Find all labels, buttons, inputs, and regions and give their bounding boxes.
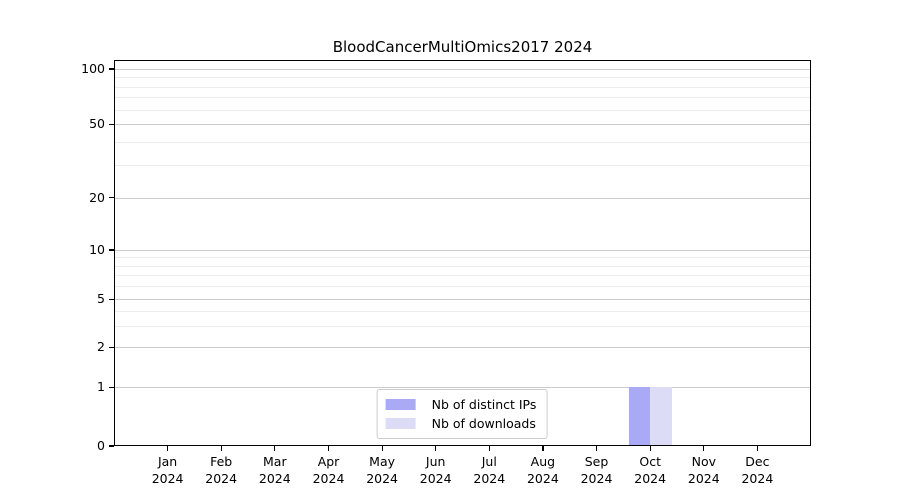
plot-area [114,60,811,446]
x-label-year: 2024 [312,471,345,486]
gridline-minor [114,275,811,277]
x-label-month: Jun [425,454,446,469]
gridline-minor [114,326,811,327]
x-label-month: Feb [210,454,233,469]
x-label-month: Mar [263,454,287,469]
gridline-major [114,124,811,126]
gridline-major [114,347,811,349]
gridline-minor [114,286,811,288]
bar-nb-of-downloads-oct [650,387,672,446]
x-label-year: 2024 [526,471,559,486]
gridline-minor [114,97,811,99]
x-label-month: Nov [691,454,716,469]
x-tick-mark [167,446,169,451]
y-tick-label: 20 [89,189,105,205]
gridline-major [114,299,811,301]
x-label-month: Sep [584,454,609,469]
x-tick-label: Jul 2024 [453,453,525,487]
y-tick-mark [109,197,114,199]
x-tick-mark [595,446,598,451]
y-tick-label: 5 [97,291,105,307]
x-label-month: Oct [639,454,661,469]
legend-label: Nb of downloads [431,416,536,431]
gridline-minor [114,142,811,143]
y-tick-label: 50 [89,116,105,132]
gridline-minor [114,77,811,79]
legend-item: Nb of distinct IPs [385,397,537,412]
x-label-year: 2024 [580,471,613,486]
y-tick-mark [109,298,114,300]
gridline-major [114,249,811,251]
gridline-major [114,197,811,199]
x-tick-mark [488,446,490,451]
x-label-year: 2024 [473,471,506,486]
y-tick-label: 100 [81,61,105,76]
x-label-month: Aug [530,454,556,469]
y-tick-mark [109,68,114,70]
x-label-year: 2024 [687,471,720,486]
x-tick-mark [220,446,222,451]
x-tick-label: May 2024 [346,453,418,487]
y-tick-mark [109,346,114,348]
gridline-minor [114,86,811,88]
legend-item: Nb of downloads [385,416,537,431]
x-tick-label: Nov 2024 [668,453,740,487]
x-tick-label: Jan 2024 [132,453,204,487]
gridline-major [114,387,811,389]
x-tick-mark [381,446,383,451]
x-label-year: 2024 [366,471,398,486]
y-tick-mark [109,445,114,447]
x-label-year: 2024 [741,471,774,486]
x-tick-label: Aug 2024 [507,453,579,487]
x-tick-label: Sep 2024 [561,453,633,487]
x-tick-label: Dec 2024 [721,453,793,487]
gridline-minor [114,311,811,312]
gridline-minor [114,257,811,259]
x-tick-mark [756,446,759,451]
legend: Nb of distinct IPs Nb of downloads [376,389,548,439]
x-tick-mark [703,446,705,451]
x-tick-mark [649,446,651,451]
x-label-month: May [369,454,396,469]
y-tick-label: 0 [97,438,105,453]
x-label-year: 2024 [205,471,238,486]
x-label-month: Jul [481,454,497,469]
gridline-minor [114,165,811,167]
y-tick-mark [109,123,114,125]
gridline-minor [114,109,811,111]
x-tick-mark [327,446,330,451]
x-label-year: 2024 [634,471,667,486]
x-tick-label: Oct 2024 [614,453,686,487]
legend-label: Nb of distinct IPs [431,397,537,412]
y-tick-label: 10 [89,241,105,257]
gridline-minor [114,265,811,267]
x-label-year: 2024 [151,471,184,486]
legend-swatch [385,399,416,410]
chart-title: BloodCancerMultiOmics2017 2024 [332,38,593,56]
y-tick-mark [109,249,114,251]
x-label-year: 2024 [258,471,291,486]
x-tick-mark [435,446,437,451]
y-tick-mark [109,386,114,388]
x-label-month: Dec [745,454,770,469]
x-label-month: Apr [317,454,340,469]
x-tick-label: Mar 2024 [239,453,311,487]
x-tick-label: Feb 2024 [185,453,257,487]
x-tick-mark [274,446,276,451]
y-tick-label: 2 [97,339,105,355]
bar-nb-of-distinct-ips-oct [628,387,651,446]
x-tick-mark [542,446,544,451]
legend-swatch [385,418,416,429]
y-tick-label: 1 [97,379,105,395]
x-label-year: 2024 [419,471,452,486]
gridline-major [114,69,811,70]
x-tick-label: Apr 2024 [293,453,365,487]
x-label-month: Jan [157,454,178,469]
x-tick-label: Jun 2024 [400,453,472,487]
